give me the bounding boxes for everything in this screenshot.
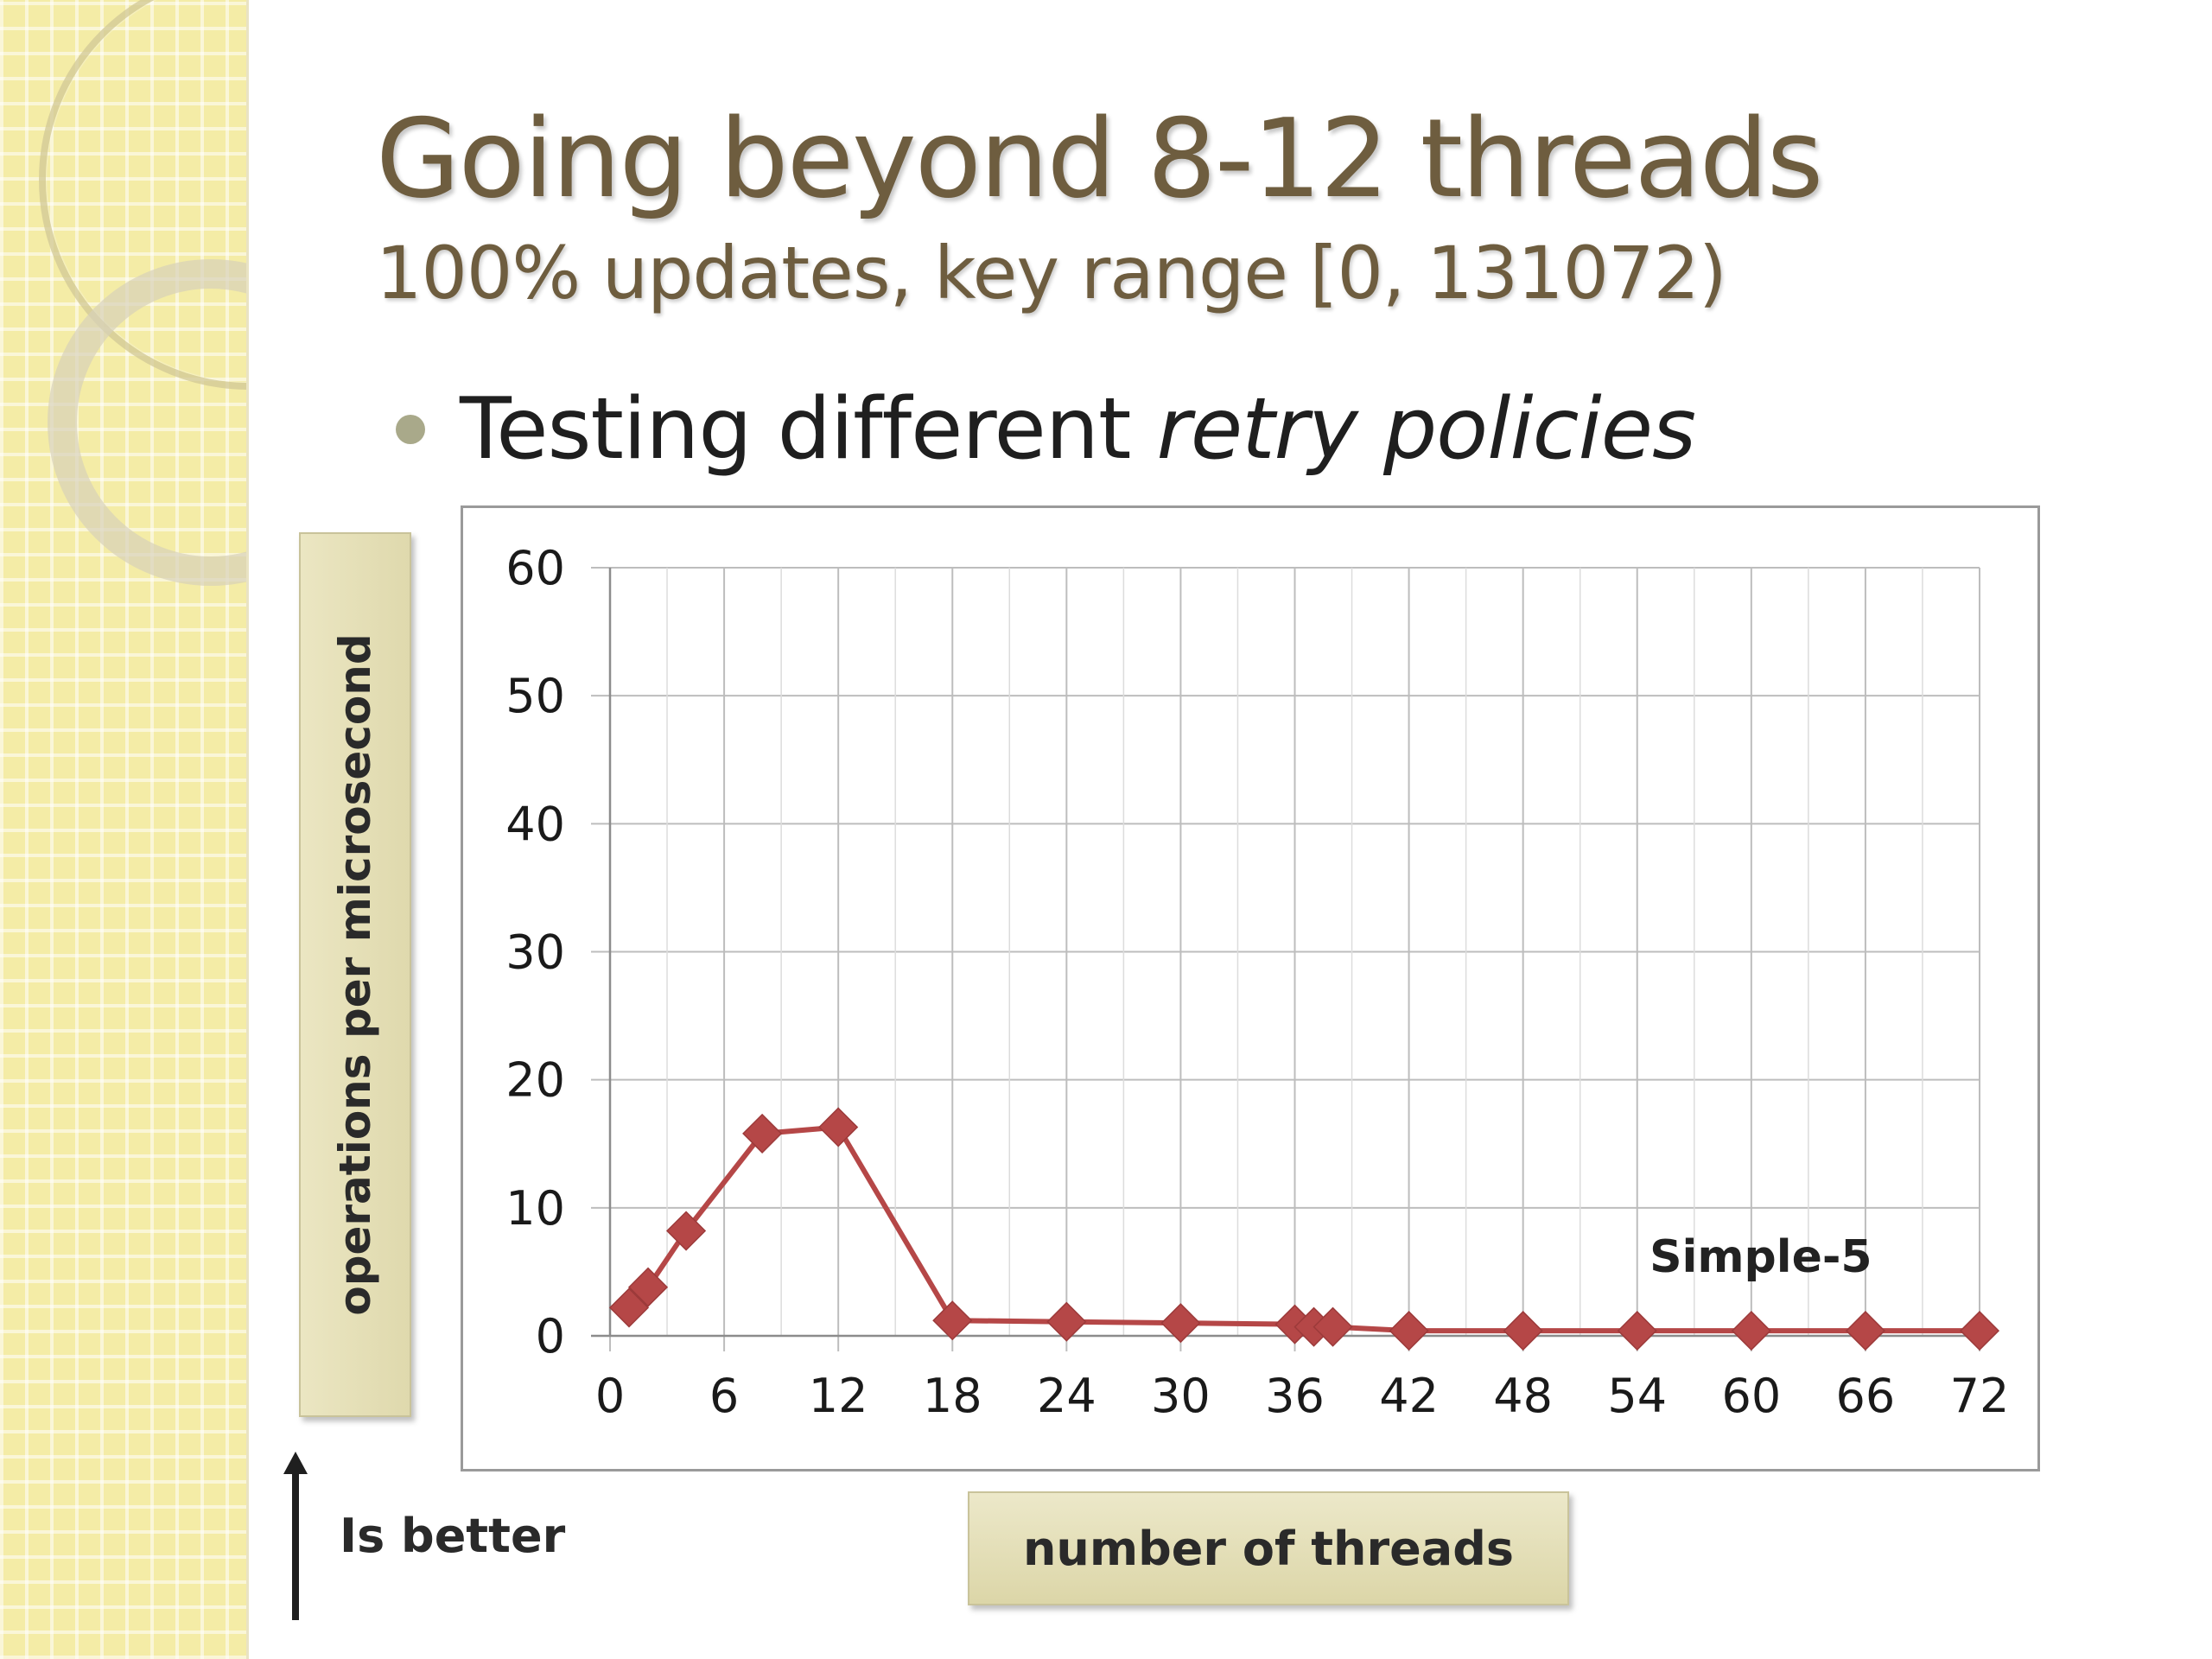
chart-frame: 0 10 20 30 40 50 60 0 6 12 18 24 30 36 42 48 54 60 66 72 S… <box>461 505 2040 1471</box>
bullet-text: Testing different retry policies <box>460 380 1697 479</box>
bullet-item: Testing different retry policies <box>396 380 1697 479</box>
y-tick-label: 0 <box>536 1309 565 1363</box>
x-axis-label: number of threads <box>1022 1521 1514 1576</box>
decorative-ring <box>48 259 246 586</box>
data-point-marker <box>1389 1311 1429 1351</box>
data-point-marker <box>742 1113 783 1154</box>
data-point-marker <box>627 1267 669 1307</box>
series-label: Simple-5 <box>1649 1231 1872 1283</box>
slide-subtitle: 100% updates, key range [0, 131072) <box>376 231 1727 315</box>
bullet-text-plain: Testing different <box>460 380 1157 479</box>
y-tick-label: 30 <box>505 925 565 980</box>
y-tick-label: 50 <box>505 669 565 723</box>
x-tick-label: 72 <box>1950 1369 2010 1423</box>
y-tick-label: 40 <box>505 797 565 851</box>
x-tick-label: 66 <box>1836 1369 1896 1423</box>
data-point-marker <box>665 1211 707 1251</box>
decorative-sidebar <box>0 0 249 1659</box>
bullet-dot-icon <box>396 415 425 444</box>
data-point-marker <box>1845 1311 1885 1351</box>
grid-lines <box>591 567 1980 1351</box>
y-tick-label: 20 <box>505 1053 565 1108</box>
data-point-marker <box>1160 1303 1201 1344</box>
data-point-marker <box>932 1300 973 1341</box>
x-tick-label: 48 <box>1493 1369 1553 1423</box>
y-tick-label: 10 <box>505 1181 565 1236</box>
x-tick-label: 30 <box>1151 1369 1211 1423</box>
y-axis-label: operations per microsecond <box>330 633 380 1316</box>
data-point-marker <box>1046 1301 1087 1342</box>
x-tick-label: 24 <box>1037 1369 1096 1423</box>
x-tick-label: 18 <box>923 1369 982 1423</box>
series-line <box>626 1124 1980 1334</box>
data-point-marker <box>1503 1311 1543 1351</box>
data-point-marker <box>608 1287 650 1328</box>
x-tick-label: 0 <box>595 1369 625 1423</box>
y-axis-label-box: operations per microsecond <box>299 532 411 1417</box>
x-tick-labels: 0 6 12 18 24 30 36 42 48 54 60 66 72 <box>595 1369 2010 1423</box>
series-simple-5 <box>608 1107 2000 1351</box>
x-axis-label-box: number of threads <box>968 1491 1569 1605</box>
title-block: Going beyond 8-12 threads 100% updates, … <box>376 95 1823 315</box>
x-tick-label: 12 <box>809 1369 868 1423</box>
x-tick-label: 6 <box>709 1369 739 1423</box>
data-point-marker <box>1959 1311 2000 1351</box>
y-tick-label: 60 <box>505 541 565 595</box>
x-tick-label: 42 <box>1379 1369 1439 1423</box>
x-tick-label: 36 <box>1265 1369 1325 1423</box>
data-point-marker <box>1313 1306 1353 1347</box>
data-point-marker <box>1617 1311 1657 1351</box>
x-tick-label: 54 <box>1607 1369 1667 1423</box>
data-point-marker <box>1731 1311 1771 1351</box>
up-arrow-icon <box>283 1452 308 1620</box>
data-point-marker <box>818 1107 859 1147</box>
line-chart: 0 10 20 30 40 50 60 0 6 12 18 24 30 36 42 48 54 60 66 72 S… <box>505 541 2010 1423</box>
x-tick-label: 60 <box>1721 1369 1781 1423</box>
slide-title: Going beyond 8-12 threads <box>376 95 1823 222</box>
is-better-label: Is better <box>340 1509 566 1563</box>
y-tick-labels: 0 10 20 30 40 50 60 <box>505 541 565 1363</box>
bullet-text-emphasis: retry policies <box>1156 380 1697 479</box>
